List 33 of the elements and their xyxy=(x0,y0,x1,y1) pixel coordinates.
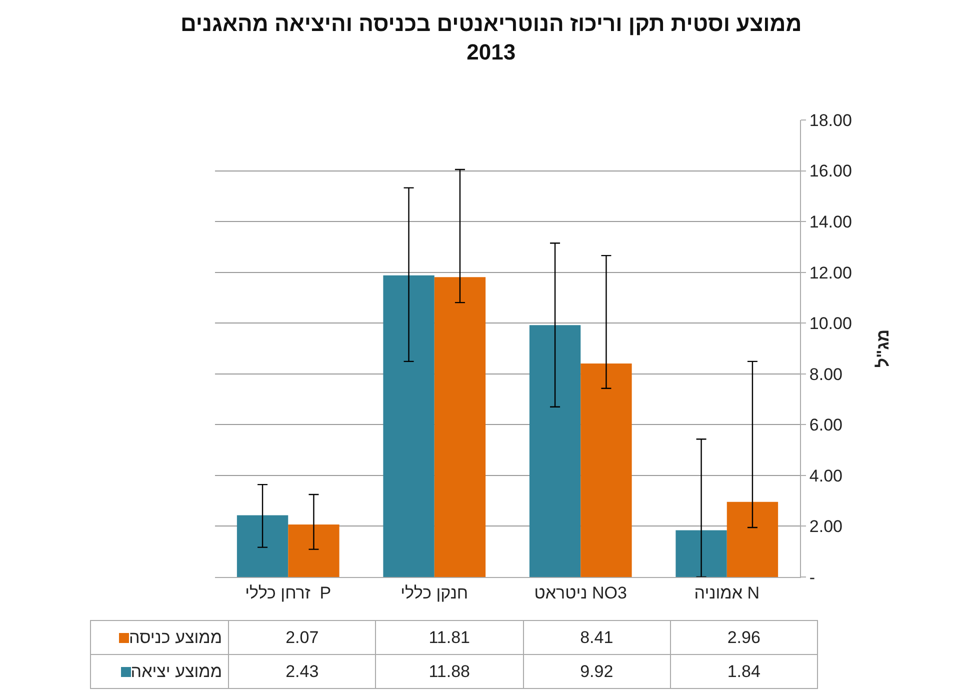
legend-label: ממוצע יציאה xyxy=(130,662,222,680)
x-tick-label: P זרחן כללי xyxy=(245,583,332,602)
bar xyxy=(676,530,727,577)
data-label: 2.96 xyxy=(670,620,818,654)
y-axis-title: מג"ל xyxy=(873,329,892,368)
data-label: 2.07 xyxy=(228,620,376,654)
y-tick-label: 6.00 xyxy=(809,416,842,435)
bar xyxy=(288,524,340,577)
x-tick-label: N אמוניה xyxy=(694,583,760,602)
data-label: 11.81 xyxy=(376,620,523,654)
y-tick-label: - xyxy=(809,568,816,587)
y-tick-label: 18.00 xyxy=(809,110,852,130)
bar xyxy=(236,515,288,577)
x-tick-label: NO3 ניטראט xyxy=(534,583,627,602)
data-label: 11.88 xyxy=(376,654,523,688)
data-label: 2.43 xyxy=(228,654,376,688)
legend-label: ממוצע כניסה xyxy=(128,628,222,646)
y-tick-label: 12.00 xyxy=(809,263,852,282)
y-tick-label: 8.00 xyxy=(809,364,842,384)
bar xyxy=(383,275,434,577)
bar xyxy=(529,325,581,577)
bar xyxy=(580,363,632,577)
y-tick-label: 10.00 xyxy=(809,314,852,334)
y-tick-label: 14.00 xyxy=(809,212,852,232)
bar xyxy=(434,277,486,577)
x-tick-label: חנקן כללי xyxy=(400,583,468,602)
data-label: 9.92 xyxy=(523,654,670,688)
y-tick-label: 16.00 xyxy=(809,162,852,181)
data-label: 1.84 xyxy=(670,654,818,688)
bar xyxy=(726,502,778,577)
y-tick-label: 2.00 xyxy=(809,517,842,536)
data-label: 8.41 xyxy=(523,620,670,654)
y-tick-label: 4.00 xyxy=(809,466,842,486)
